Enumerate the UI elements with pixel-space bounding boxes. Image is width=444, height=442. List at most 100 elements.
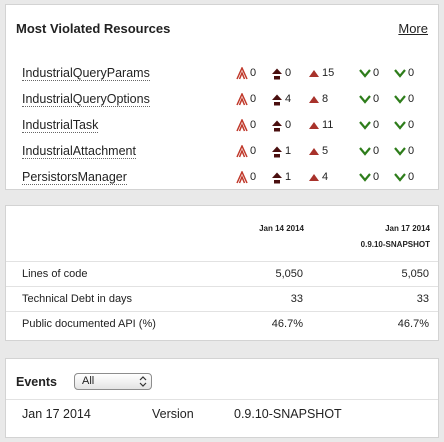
double-up-arrow-icon (236, 92, 250, 106)
minor-violations: 0 (359, 91, 379, 107)
select-arrows-icon (139, 375, 147, 388)
metric-value-2: 46.7% (397, 318, 429, 330)
minor-violations: 0 (359, 117, 379, 133)
events-title: Events (16, 375, 57, 389)
triangle-up-icon (308, 172, 322, 182)
metric-label: Technical Debt in days (22, 293, 133, 305)
column-date-2: Jan 17 2014 (385, 224, 430, 233)
metric-value-2: 5,050 (401, 268, 429, 280)
up-arrow-icon (271, 145, 285, 158)
info-count: 0 (408, 67, 415, 79)
major-count: 15 (322, 67, 335, 79)
info-count: 0 (408, 171, 415, 183)
column-date-1: Jan 14 2014 (259, 224, 304, 233)
critical-violations: 4 (271, 91, 291, 107)
critical-violations: 1 (271, 143, 291, 159)
most-violated-resources-panel: Most Violated Resources More IndustrialQ… (5, 4, 439, 190)
chevron-down-icon (359, 172, 373, 182)
double-up-arrow-icon (236, 118, 250, 132)
column-version-2: 0.9.10-SNAPSHOT (360, 240, 430, 249)
major-count: 4 (322, 171, 329, 183)
triangle-up-icon (308, 146, 322, 156)
major-count: 8 (322, 93, 329, 105)
triangle-up-icon (308, 94, 322, 104)
chevron-down-icon (359, 120, 373, 130)
double-up-arrow-icon (236, 170, 250, 184)
triangle-up-icon (308, 120, 322, 130)
chevron-down-icon (394, 146, 408, 156)
info-violations: 0 (394, 91, 414, 107)
resource-row: PersistorsManager 0 1 4 0 0 (6, 167, 438, 189)
info-count: 0 (408, 93, 415, 105)
blocker-violations: 0 (236, 117, 256, 133)
info-violations: 0 (394, 117, 414, 133)
events-filter-value: All (82, 375, 95, 387)
critical-violations: 1 (271, 169, 291, 185)
up-arrow-icon (271, 119, 285, 132)
resource-row: IndustrialAttachment 0 1 5 0 0 (6, 141, 438, 163)
up-arrow-icon (271, 171, 285, 184)
panel-title: Most Violated Resources (16, 21, 171, 36)
major-count: 5 (322, 145, 329, 157)
blocker-count: 0 (250, 93, 257, 105)
chevron-down-icon (359, 94, 373, 104)
events-filter-select[interactable]: All (74, 373, 152, 390)
minor-violations: 0 (359, 65, 379, 81)
up-arrow-icon (271, 93, 285, 106)
more-link[interactable]: More (398, 21, 428, 36)
chevron-down-icon (394, 172, 408, 182)
triangle-up-icon (308, 68, 322, 78)
info-count: 0 (408, 145, 415, 157)
blocker-violations: 0 (236, 91, 256, 107)
minor-count: 0 (373, 171, 380, 183)
chevron-down-icon (394, 94, 408, 104)
double-up-arrow-icon (236, 66, 250, 80)
event-category: Version (152, 407, 194, 421)
resource-link[interactable]: IndustrialTask (22, 118, 99, 133)
critical-count: 0 (285, 119, 292, 131)
critical-count: 1 (285, 145, 292, 157)
info-violations: 0 (394, 65, 414, 81)
critical-violations: 0 (271, 117, 291, 133)
major-violations: 11 (308, 117, 333, 133)
metric-value-1: 5,050 (275, 268, 303, 280)
chevron-down-icon (359, 68, 373, 78)
chevron-down-icon (394, 120, 408, 130)
metric-label: Public documented API (%) (22, 318, 156, 330)
blocker-count: 0 (250, 145, 257, 157)
critical-count: 1 (285, 171, 292, 183)
info-violations: 0 (394, 169, 414, 185)
metric-row: Lines of code 5,050 5,050 (6, 261, 438, 285)
major-violations: 8 (308, 91, 328, 107)
major-count: 11 (322, 119, 334, 131)
critical-count: 0 (285, 67, 292, 79)
blocker-count: 0 (250, 67, 257, 79)
critical-count: 4 (285, 93, 292, 105)
blocker-violations: 0 (236, 143, 256, 159)
major-violations: 4 (308, 169, 328, 185)
up-arrow-icon (271, 67, 285, 80)
minor-violations: 0 (359, 169, 379, 185)
event-row: Jan 17 2014 Version 0.9.10-SNAPSHOT (6, 399, 438, 429)
minor-count: 0 (373, 67, 380, 79)
double-up-arrow-icon (236, 144, 250, 158)
event-date: Jan 17 2014 (22, 407, 91, 421)
resource-row: IndustrialTask 0 0 11 0 0 (6, 115, 438, 137)
event-name: 0.9.10-SNAPSHOT (234, 407, 342, 421)
metric-value-1: 33 (290, 293, 303, 305)
critical-violations: 0 (271, 65, 291, 81)
metric-value-2: 33 (416, 293, 429, 305)
major-violations: 5 (308, 143, 328, 159)
resource-link[interactable]: IndustrialQueryOptions (22, 92, 150, 107)
major-violations: 15 (308, 65, 334, 81)
resource-link[interactable]: IndustrialQueryParams (22, 66, 150, 81)
metric-value-1: 46.7% (271, 318, 303, 330)
minor-violations: 0 (359, 143, 379, 159)
chevron-down-icon (359, 146, 373, 156)
resource-row: IndustrialQueryParams 0 0 15 0 0 (6, 63, 438, 85)
resource-link[interactable]: PersistorsManager (22, 170, 127, 185)
blocker-count: 0 (250, 119, 257, 131)
info-violations: 0 (394, 143, 414, 159)
minor-count: 0 (373, 93, 380, 105)
resource-link[interactable]: IndustrialAttachment (22, 144, 136, 159)
